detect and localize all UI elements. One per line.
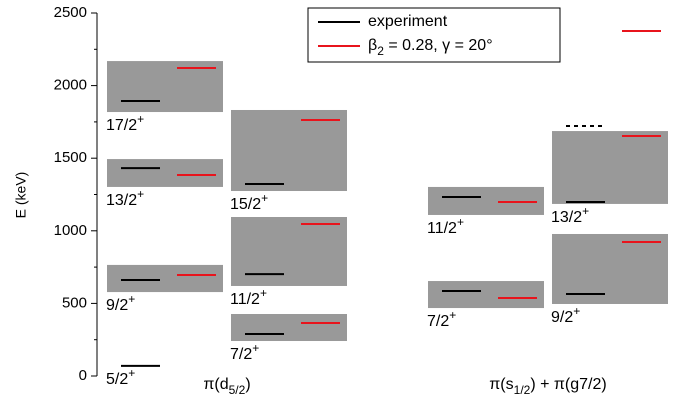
legend-box — [307, 7, 561, 63]
level-label-part: 9/2 — [551, 309, 573, 326]
level-band — [231, 109, 347, 192]
level-label-part: 11/2 — [427, 220, 457, 237]
level-label: 13/2+ — [551, 204, 589, 226]
level-label-part: + — [582, 204, 589, 218]
y-tick-label: 1000 — [54, 222, 87, 239]
level-band — [107, 264, 223, 293]
level-label-part: 9/2 — [106, 297, 128, 314]
level-label-part: + — [449, 308, 456, 322]
group-label-part: π(s — [489, 376, 513, 393]
level-band — [552, 131, 668, 204]
level-label-part: + — [137, 187, 144, 201]
level-band — [428, 281, 544, 309]
level-band — [107, 159, 223, 187]
y-tick-label: 0 — [79, 367, 87, 384]
y-tick-label: 2000 — [54, 77, 87, 94]
level-band — [231, 217, 347, 286]
group-label-part: 5/2 — [229, 383, 246, 397]
level-label-part: + — [137, 112, 144, 126]
level-label-part: 15/2 — [230, 196, 261, 213]
legend-label-part: β — [368, 37, 377, 54]
y-tick-label: 500 — [62, 294, 87, 311]
level-label-part: + — [260, 286, 267, 300]
level-label-part: 17/2 — [106, 117, 137, 134]
level-label-part: 7/2 — [427, 313, 449, 330]
level-band — [552, 233, 668, 304]
level-label: 9/2+ — [551, 304, 580, 326]
level-label-part: + — [573, 304, 580, 318]
level-label: 9/2+ — [106, 292, 135, 314]
legend-label-part: 2 — [377, 44, 384, 58]
group-label-part: π(d — [203, 376, 228, 393]
y-tick-label: 2500 — [54, 4, 87, 21]
level-label-part: 13/2 — [106, 192, 137, 209]
level-label: 11/2+ — [427, 215, 464, 237]
group-label: π(d5/2) — [203, 376, 250, 397]
level-label: 5/2+ — [106, 366, 135, 388]
level-band — [231, 313, 347, 342]
level-band — [428, 186, 544, 215]
level-label: 7/2+ — [427, 308, 456, 330]
level-label: 17/2+ — [106, 112, 144, 134]
group-label: π(s1/2) + π(g7/2) — [489, 376, 606, 397]
level-label: 15/2+ — [230, 191, 268, 213]
level-label-part: + — [261, 191, 268, 205]
level-label-part: 13/2 — [551, 209, 582, 226]
group-label-part: 1/2 — [514, 383, 531, 397]
level-label-part: + — [128, 366, 135, 380]
legend-label: β2 = 0.28, γ = 20° — [368, 37, 493, 58]
level-label-part: + — [252, 341, 259, 355]
level-label-part: 7/2 — [230, 346, 252, 363]
level-label-part: 11/2 — [230, 291, 260, 308]
level-band — [107, 61, 223, 113]
legend-label: experiment — [368, 13, 448, 30]
group-label-part: ) — [245, 376, 250, 393]
y-axis-title: E (keV) — [13, 172, 29, 219]
legend-label-part: experiment — [368, 13, 448, 30]
level-label-part: + — [457, 215, 464, 229]
y-tick-label: 1500 — [54, 149, 87, 166]
level-label: 7/2+ — [230, 341, 259, 363]
level-label-part: 5/2 — [106, 371, 128, 388]
group-label-part: ) + π(g7/2) — [530, 376, 606, 393]
legend-label-part: = 0.28, γ = 20° — [384, 37, 493, 54]
level-label-part: + — [128, 292, 135, 306]
level-label: 13/2+ — [106, 187, 144, 209]
level-label: 11/2+ — [230, 286, 267, 308]
